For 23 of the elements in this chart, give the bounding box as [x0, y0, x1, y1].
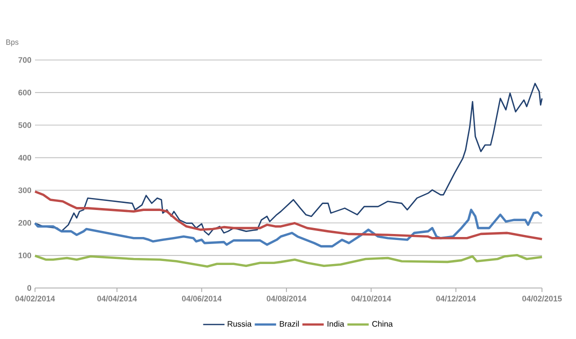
- x-tick-label: 04/02/2014: [15, 296, 55, 302]
- x-tick-label: 04/04/2014: [97, 296, 137, 302]
- legend-label: India: [328, 320, 344, 327]
- y-tick-label: 100: [18, 252, 32, 258]
- y-tick-label: 400: [18, 154, 32, 161]
- y-tick-label: 300: [18, 187, 32, 194]
- y-tick-label: 200: [18, 220, 32, 226]
- line-series: [34, 82, 543, 236]
- line-series: [34, 190, 544, 240]
- y-tick-label: 600: [18, 90, 32, 96]
- x-tick-label: 04/06/2014: [182, 296, 222, 302]
- x-tick-label: 04/10/2014: [351, 296, 392, 302]
- y-tick-label: 500: [18, 122, 32, 128]
- legend-label: Russia: [228, 320, 252, 327]
- line-series: [34, 208, 544, 248]
- x-tick-label: 04/08/2014: [266, 296, 306, 302]
- y-tick-label: 700: [18, 57, 32, 63]
- legend-label: China: [372, 320, 393, 327]
- x-tick-label: 04/02/2015: [522, 296, 562, 302]
- x-tick-label: 04/12/2014: [436, 296, 476, 302]
- line-series: [34, 254, 544, 268]
- y-tick-label: 0: [27, 285, 32, 291]
- legend-label: Brazil: [280, 320, 299, 327]
